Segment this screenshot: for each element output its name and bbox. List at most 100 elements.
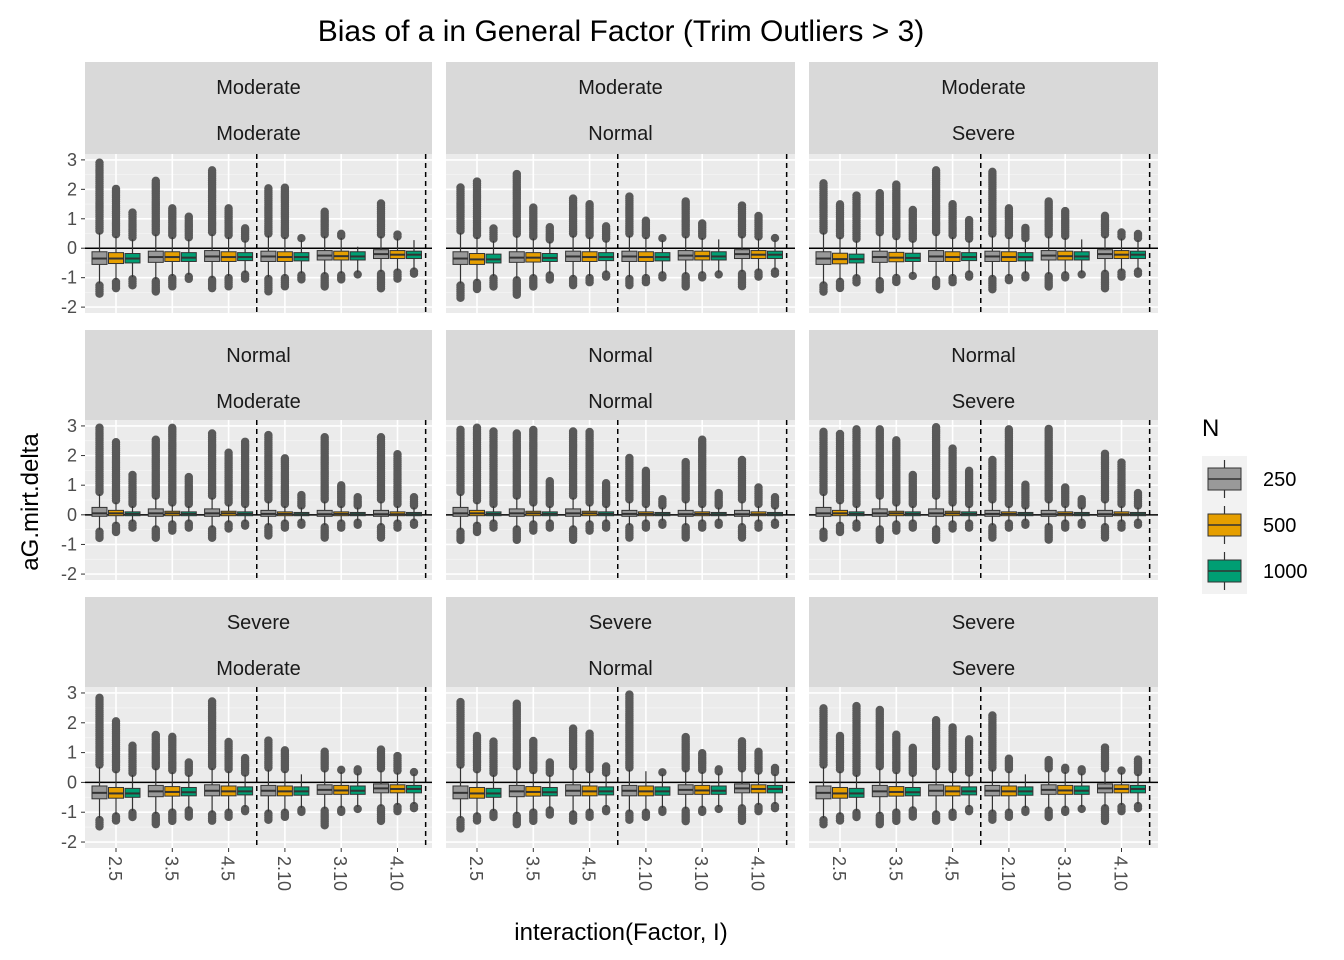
outlier-point [1100, 816, 1110, 826]
outlier-point [698, 273, 707, 282]
outlier-point [1004, 754, 1014, 763]
outlier-point [908, 271, 917, 281]
outlier-point [770, 492, 780, 502]
outlier-point [964, 272, 974, 281]
x-tick-label: 2.10 [998, 856, 1018, 891]
outlier-point [297, 234, 306, 243]
outlier-point [545, 758, 554, 767]
outlier-point [280, 746, 290, 755]
outlier-point [1021, 223, 1030, 233]
outlier-point [512, 290, 521, 299]
outlier-point [835, 816, 845, 825]
outlier-point [111, 816, 121, 825]
outlier-point [111, 438, 121, 447]
outlier-point [698, 807, 707, 817]
outlier-point [393, 523, 402, 532]
outlier-point [320, 533, 329, 542]
x-tick-label: 3.10 [330, 856, 350, 891]
outlier-point [240, 274, 250, 283]
x-tick-label: 2.5 [105, 856, 125, 881]
panel-normal-moderate: Normal Moderate -2 -1 0 1 2 3 [61, 330, 432, 584]
outlier-point [545, 222, 554, 232]
strip-label-row: Moderate [216, 77, 301, 99]
outlier-point [95, 822, 104, 831]
outlier-point [184, 274, 193, 284]
outlier-point [95, 289, 104, 298]
outlier-point [1004, 204, 1014, 213]
outlier-point [737, 201, 747, 210]
outlier-point [770, 803, 780, 813]
outlier-point [128, 281, 137, 290]
outlier-point [1133, 488, 1143, 498]
outlier-point [409, 767, 419, 777]
outlier-point [353, 804, 362, 814]
outlier-point [512, 535, 521, 545]
outlier-point [489, 523, 498, 532]
outlier-point [545, 275, 554, 284]
outlier-point [948, 200, 957, 209]
outlier-point [1061, 206, 1070, 216]
outlier-point [852, 191, 861, 200]
outlier-point [1061, 807, 1070, 817]
outlier-point [184, 523, 193, 532]
outlier-point [224, 524, 233, 533]
outlier-point [641, 278, 651, 287]
outlier-point [207, 283, 217, 293]
outlier-point [1133, 229, 1143, 239]
outlier-point [151, 435, 160, 444]
strip-label-col: Normal [588, 658, 652, 680]
legend-label-500: 500 [1263, 515, 1296, 537]
strip-label-row: Severe [227, 612, 290, 634]
outlier-point [1044, 424, 1053, 434]
outlier-point [737, 816, 747, 826]
y-tick-label: 2 [67, 446, 77, 466]
outlier-point [892, 180, 901, 189]
outlier-point [264, 287, 273, 296]
outlier-point [280, 523, 290, 532]
outlier-point [151, 819, 160, 829]
outlier-point [737, 737, 747, 746]
outlier-point [207, 166, 217, 175]
outlier-point [908, 743, 917, 753]
outlier-point [625, 690, 634, 699]
outlier-point [168, 204, 177, 213]
outlier-point [337, 765, 346, 775]
outlier-point [240, 806, 250, 816]
outlier-point [770, 269, 780, 278]
outlier-point [1100, 284, 1110, 293]
y-tick-label: 2 [67, 179, 77, 199]
strip-label-col: Severe [952, 391, 1015, 413]
y-tick-label: 0 [67, 772, 77, 792]
strip-label-row: Moderate [578, 77, 663, 99]
outlier-point [1021, 807, 1030, 817]
outlier-point [184, 212, 193, 221]
outlier-point [892, 436, 901, 445]
outlier-point [875, 188, 884, 198]
outlier-point [568, 280, 578, 290]
outlier-point [224, 812, 233, 822]
outlier-point [1004, 425, 1014, 434]
outlier-point [1044, 755, 1053, 765]
outlier-point [770, 763, 780, 773]
outlier-point [568, 816, 578, 825]
outlier-point [376, 533, 386, 542]
outlier-point [1061, 483, 1070, 492]
outlier-point [545, 476, 554, 486]
outlier-point [1117, 523, 1126, 532]
outlier-point [320, 282, 329, 291]
outlier-point [207, 429, 217, 438]
strip-label-row: Moderate [941, 77, 1026, 99]
y-tick-label: 0 [67, 505, 77, 525]
strip-label-row: Severe [589, 612, 652, 634]
outlier-point [184, 472, 193, 482]
outlier-point [658, 520, 667, 529]
outlier-point [819, 287, 828, 296]
outlier-point [264, 736, 273, 745]
y-tick-label: 2 [67, 713, 77, 733]
outlier-point [835, 731, 845, 741]
outlier-point [931, 281, 941, 291]
outlier-point [224, 448, 233, 457]
outlier-point [714, 765, 723, 774]
outlier-point [770, 233, 780, 243]
outlier-point [264, 815, 273, 825]
